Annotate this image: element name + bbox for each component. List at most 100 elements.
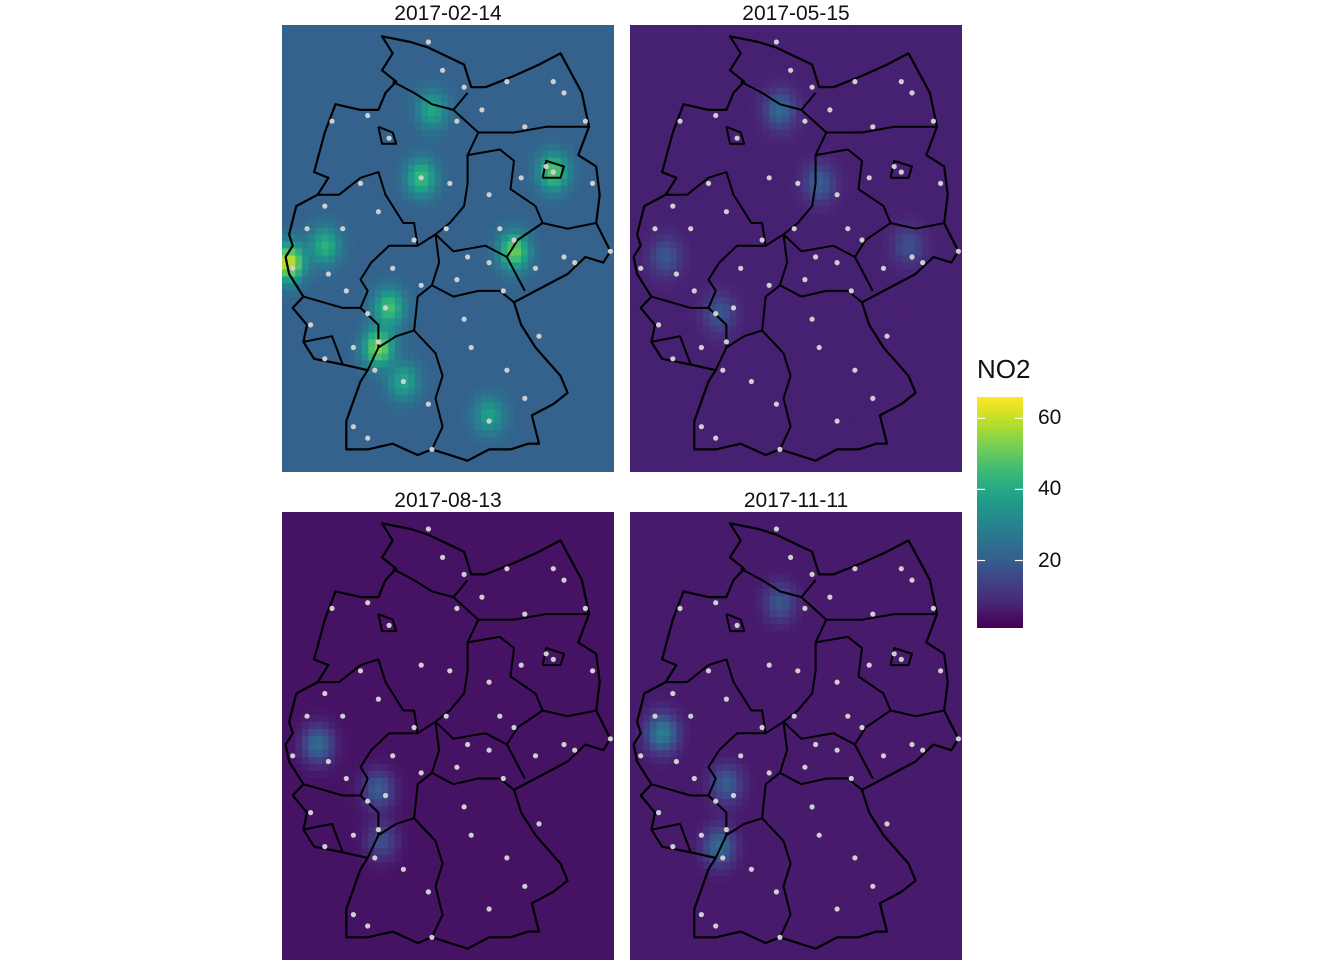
station-point [827, 594, 833, 600]
station-point [670, 690, 676, 697]
station-point [536, 821, 542, 827]
station-point [852, 566, 858, 572]
station-point [590, 668, 596, 674]
map-svg-1 [282, 25, 614, 472]
station-point [795, 668, 801, 674]
station-point [418, 770, 424, 776]
station-point [350, 424, 356, 430]
station-point [357, 180, 364, 186]
legend-title: NO2 [977, 354, 1031, 384]
station-point [429, 446, 435, 452]
state-border [651, 244, 766, 309]
station-point [468, 344, 474, 351]
station-point [411, 724, 417, 731]
station-point [497, 226, 503, 232]
station-point [325, 758, 331, 765]
station-point [350, 832, 356, 838]
state-border [651, 822, 692, 853]
state-border [761, 817, 792, 938]
station-point [504, 566, 510, 572]
state-border [392, 80, 469, 111]
station-point [705, 180, 712, 186]
station-point [290, 753, 296, 759]
station-point [465, 741, 471, 748]
state-border [740, 80, 817, 111]
legend-colorbar [977, 397, 1023, 628]
station-point [791, 713, 797, 719]
state-border [815, 148, 892, 292]
station-point [802, 605, 808, 611]
station-point [425, 39, 431, 45]
station-point [550, 656, 556, 662]
station-point [454, 605, 460, 611]
station-point [930, 605, 936, 611]
state-border [317, 171, 437, 247]
station-point [720, 367, 726, 373]
station-point [773, 889, 779, 895]
station-point [691, 288, 697, 294]
station-point [479, 107, 485, 113]
map-svg-3 [282, 512, 614, 960]
station-point [834, 747, 840, 753]
station-point [809, 84, 815, 90]
state-border [778, 721, 863, 791]
station-point [447, 668, 453, 674]
station-point [688, 713, 694, 719]
station-point [411, 237, 417, 243]
station-point [582, 118, 588, 124]
station-point [382, 792, 389, 799]
state-border [303, 335, 344, 365]
station-point [920, 260, 926, 266]
station-point [656, 810, 662, 816]
station-point [518, 175, 524, 181]
no2-raster [282, 25, 614, 472]
state-border [782, 233, 856, 258]
station-point [884, 333, 890, 339]
station-point [795, 180, 801, 186]
station-point [572, 260, 578, 266]
station-point [390, 753, 396, 759]
station-point [773, 526, 779, 532]
station-point [500, 775, 506, 782]
station-point [834, 679, 840, 685]
station-point [511, 237, 517, 243]
country-outline [632, 35, 960, 462]
station-point [870, 124, 876, 130]
station-point [461, 316, 467, 322]
station-point [590, 180, 596, 186]
station-point [766, 662, 772, 668]
station-point [365, 311, 371, 317]
panel-title-1: 2017-02-14 [394, 2, 502, 25]
station-point [425, 889, 431, 895]
station-point [365, 798, 371, 804]
no2-raster [630, 25, 962, 472]
station-point [698, 344, 704, 351]
state-border [413, 329, 444, 450]
station-point [920, 747, 926, 753]
state-border [434, 233, 508, 258]
station-point [322, 356, 328, 362]
station-point [350, 344, 356, 351]
state-border [366, 772, 433, 859]
state-border [452, 596, 589, 621]
station-point [375, 209, 381, 215]
station-point [390, 265, 396, 271]
station-point [304, 226, 310, 232]
station-point [329, 118, 335, 124]
state-border [392, 567, 469, 599]
station-point [365, 435, 371, 441]
station-point [325, 271, 331, 277]
station-point [791, 226, 797, 232]
station-point [322, 690, 328, 697]
station-point [766, 175, 772, 181]
station-point [522, 883, 528, 889]
station-point [382, 305, 389, 311]
station-point [734, 135, 740, 141]
station-point [713, 923, 719, 929]
station-point [777, 934, 783, 940]
station-point [809, 571, 815, 577]
station-point [891, 651, 897, 657]
station-point [543, 163, 549, 170]
station-point [440, 67, 446, 73]
state-border [434, 721, 508, 746]
